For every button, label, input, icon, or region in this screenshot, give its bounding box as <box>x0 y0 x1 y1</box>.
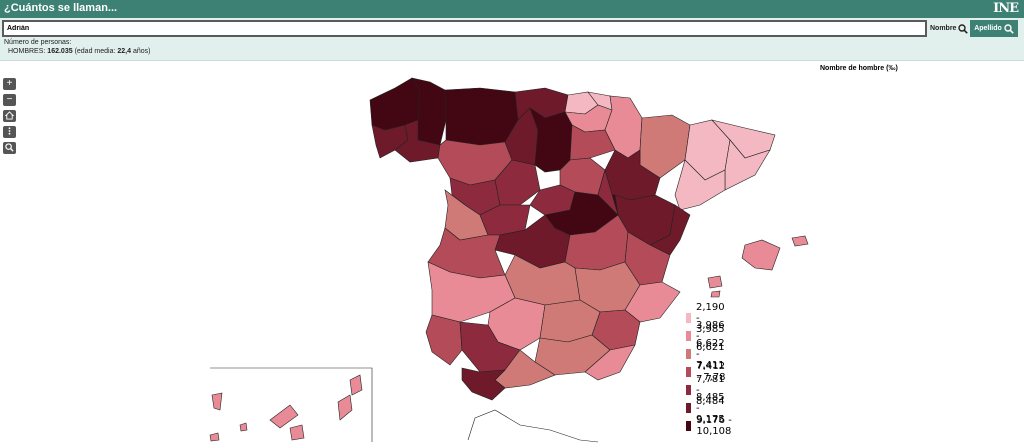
legend-label: 7,412 - 7,78 <box>696 361 726 383</box>
legend-swatch <box>686 421 692 431</box>
map-search-button[interactable] <box>3 142 16 154</box>
map-title: Nombre de hombre (‰) <box>820 65 898 72</box>
island-hierro[interactable] <box>209 432 220 442</box>
age-prefix: (edad media: <box>74 48 116 55</box>
legend-row: 8,485 - 9,175 <box>686 392 730 425</box>
island-ibiza[interactable] <box>707 275 723 289</box>
zoom-in-button[interactable]: + <box>3 78 16 90</box>
ine-logo[interactable]: INE <box>993 1 1019 16</box>
home-icon <box>4 111 15 120</box>
legend-row: 2,190 - 3,985 <box>686 302 730 335</box>
search-icon <box>958 23 969 34</box>
legend-swatch <box>686 385 691 395</box>
age-suffix: años) <box>132 48 151 55</box>
apellido-label: Apellido <box>974 25 1002 32</box>
more-vertical-icon <box>8 127 11 135</box>
legend-label: 3,986 - 6,621 <box>696 319 725 353</box>
search-input[interactable] <box>2 20 927 37</box>
island-gomera[interactable] <box>239 422 248 432</box>
people-count-label: Número de personas: <box>4 39 72 46</box>
legend-label: 7,781 - 8,484 <box>696 373 725 407</box>
legend-label: 6,622 - 7,411 <box>696 337 725 371</box>
legend-label: 9,176 - 10,108 <box>696 415 732 437</box>
province-asturias[interactable] <box>444 87 519 146</box>
gender-label: HOMBRES: <box>8 48 46 55</box>
search-by-name-button[interactable]: Nombre <box>930 21 969 36</box>
legend-swatch <box>686 367 692 377</box>
search-icon <box>5 143 14 152</box>
nombre-label: Nombre <box>930 25 957 32</box>
search-icon <box>1004 23 1014 34</box>
island-menorca[interactable] <box>791 235 809 247</box>
average-age: 22,4 <box>117 48 131 55</box>
ceuta-outline <box>467 409 599 443</box>
province-guadalajara[interactable] <box>597 168 619 216</box>
top-bar: ¿Cuántos se llaman... INE <box>0 0 1024 18</box>
island-la-palma[interactable] <box>211 392 223 411</box>
legend-label: 8,485 - 9,175 <box>696 391 725 425</box>
legend-swatch <box>686 331 691 341</box>
province-tenerife[interactable] <box>269 404 299 429</box>
canary-inset-frame <box>210 367 373 442</box>
legend-row: 7,781 - 8,484 <box>686 374 730 407</box>
legend-swatch <box>686 403 691 413</box>
island-gran-canaria[interactable] <box>289 424 305 441</box>
legend-swatch <box>686 349 691 359</box>
island-lanzarote[interactable] <box>349 374 363 396</box>
legend-row: 9,176 - 10,108 <box>686 415 736 437</box>
search-panel: Nombre Apellido Número de personas: HOMB… <box>0 18 1024 61</box>
province-huelva[interactable] <box>425 314 463 366</box>
island-formentera[interactable] <box>710 290 721 298</box>
province-las-palmas[interactable] <box>337 394 353 421</box>
people-count-detail: HOMBRES: 162.035 (edad media: 22,4 años) <box>8 48 150 55</box>
legend-label: 2,190 - 3,985 <box>696 301 725 335</box>
province-baleares[interactable] <box>741 239 781 271</box>
province-tarragona[interactable] <box>674 159 726 211</box>
spain-province-map[interactable] <box>0 62 1024 448</box>
search-by-surname-button[interactable]: Apellido <box>970 20 1018 37</box>
province-cadiz[interactable] <box>461 367 506 401</box>
legend-row: 7,412 - 7,78 <box>686 361 730 383</box>
legend-swatch <box>686 313 691 323</box>
zoom-out-button[interactable]: − <box>3 94 16 106</box>
more-options-button[interactable] <box>3 126 16 138</box>
legend-row: 6,622 - 7,411 <box>686 338 730 371</box>
province-almeria[interactable] <box>584 344 636 381</box>
legend-row: 3,986 - 6,621 <box>686 320 730 353</box>
home-button[interactable] <box>3 110 16 122</box>
app-title: ¿Cuántos se llaman... <box>4 2 118 14</box>
people-count: 162.035 <box>47 48 73 55</box>
